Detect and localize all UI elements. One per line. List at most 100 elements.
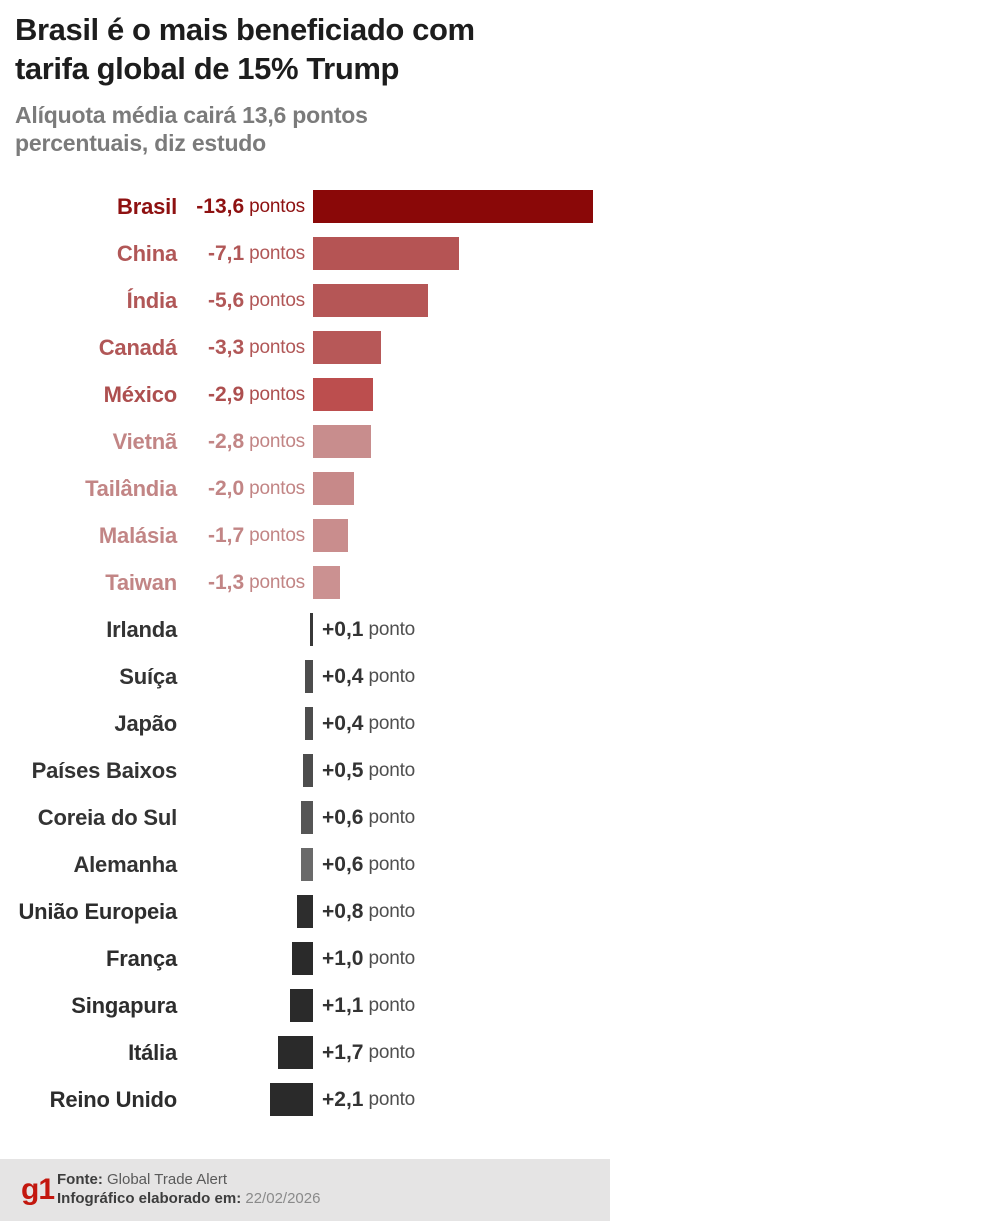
- value-number: +0,1: [322, 617, 364, 641]
- value-label-left: -13,6 pontos: [183, 183, 305, 230]
- bar: [313, 190, 593, 223]
- chart-row: Malásia -1,7 pontos: [0, 512, 1000, 559]
- value-unit: ponto: [368, 900, 416, 922]
- value-label-left: -1,7 pontos: [183, 512, 305, 559]
- value-unit: ponto: [368, 947, 416, 969]
- value-unit: pontos: [249, 242, 305, 264]
- value-label-right: +0,8 ponto: [322, 888, 415, 935]
- bar: [270, 1083, 313, 1116]
- bar: [297, 895, 313, 928]
- country-label: China: [116, 240, 177, 266]
- value-label-right: +0,6 ponto: [322, 841, 415, 888]
- value-number: +0,4: [322, 664, 364, 688]
- value-number: +2,1: [322, 1087, 364, 1111]
- chart-row: Taiwan -1,3 pontos: [0, 559, 1000, 606]
- value-label-right: +2,1 ponto: [322, 1076, 415, 1123]
- chart-row: Itália +1,7 ponto: [0, 1029, 1000, 1076]
- country-label: Japão: [114, 710, 177, 736]
- value-number: +0,6: [322, 852, 364, 876]
- bar: [305, 707, 313, 740]
- country-label: Canadá: [98, 334, 177, 360]
- chart-title-line1: Brasil é o mais beneficiado com: [15, 12, 475, 47]
- value-unit: pontos: [249, 383, 305, 405]
- country-label: Irlanda: [106, 616, 177, 642]
- bar: [313, 425, 371, 458]
- chart-row: Coreia do Sul +0,6 ponto: [0, 794, 1000, 841]
- bar: [292, 942, 313, 975]
- value-unit: ponto: [368, 806, 416, 828]
- country-label: Suíça: [119, 663, 177, 689]
- value-label-right: +1,1 ponto: [322, 982, 415, 1029]
- value-unit: ponto: [368, 1041, 416, 1063]
- chart-title: Brasil é o mais beneficiado com tarifa g…: [15, 10, 475, 88]
- bar: [303, 754, 313, 787]
- footer-text: Fonte: Global Trade Alert Infográfico el…: [57, 1170, 320, 1208]
- value-unit: ponto: [368, 712, 416, 734]
- value-label-right: +0,5 ponto: [322, 747, 415, 794]
- value-label-left: -2,8 pontos: [183, 418, 305, 465]
- country-label: Países Baixos: [31, 757, 178, 783]
- value-label-left: -7,1 pontos: [183, 230, 305, 277]
- bar: [278, 1036, 313, 1069]
- bar: [290, 989, 313, 1022]
- chart-row: Reino Unido +2,1 ponto: [0, 1076, 1000, 1123]
- value-label-right: +0,4 ponto: [322, 700, 415, 747]
- value-number: +0,8: [322, 899, 364, 923]
- value-unit: ponto: [368, 1088, 416, 1110]
- footer-date-value: 22/02/2026: [245, 1190, 321, 1207]
- chart-row: Brasil -13,6 pontos: [0, 183, 1000, 230]
- chart-row: União Europeia +0,8 ponto: [0, 888, 1000, 935]
- chart-row: China -7,1 pontos: [0, 230, 1000, 277]
- value-unit: ponto: [368, 618, 416, 640]
- country-label: México: [103, 381, 178, 407]
- country-label: Taiwan: [105, 569, 177, 595]
- bar: [313, 519, 348, 552]
- country-label: Itália: [128, 1039, 177, 1065]
- value-number: -1,7: [207, 523, 245, 547]
- country-label: Índia: [126, 287, 178, 313]
- footer-source-line: Fonte: Global Trade Alert: [57, 1170, 320, 1189]
- footer-source-value: Global Trade Alert: [107, 1171, 228, 1188]
- value-number: -1,3: [207, 570, 245, 594]
- value-label-left: -5,6 pontos: [183, 277, 305, 324]
- value-label-left: -2,9 pontos: [183, 371, 305, 418]
- chart-title-line2: tarifa global de 15% Trump: [15, 51, 400, 86]
- chart-subtitle-line2: percentuais, diz estudo: [15, 130, 267, 156]
- chart-subtitle: Alíquota média cairá 13,6 pontos percent…: [15, 101, 368, 157]
- country-label: Alemanha: [73, 851, 177, 877]
- value-unit: pontos: [249, 195, 305, 217]
- value-unit: pontos: [249, 336, 305, 358]
- value-unit: pontos: [249, 524, 305, 546]
- value-number: -13,6: [196, 194, 245, 218]
- value-label-left: -1,3 pontos: [183, 559, 305, 606]
- chart-row: Canadá -3,3 pontos: [0, 324, 1000, 371]
- g1-logo: g1: [21, 1173, 55, 1206]
- country-label: França: [106, 945, 177, 971]
- value-unit: pontos: [249, 571, 305, 593]
- value-label-right: +1,7 ponto: [322, 1029, 415, 1076]
- footer-band: g1 Fonte: Global Trade Alert Infográfico…: [0, 1159, 610, 1221]
- country-label: Brasil: [117, 193, 177, 219]
- chart-row: Japão +0,4 ponto: [0, 700, 1000, 747]
- country-label: Vietnã: [112, 428, 178, 454]
- bar: [313, 284, 428, 317]
- bar-chart: Brasil -13,6 pontos China -7,1 pontos Ín…: [0, 183, 1000, 1123]
- chart-row: Irlanda +0,1 ponto: [0, 606, 1000, 653]
- value-label-left: -3,3 pontos: [183, 324, 305, 371]
- chart-row: Suíça +0,4 ponto: [0, 653, 1000, 700]
- value-label-right: +0,4 ponto: [322, 653, 415, 700]
- footer-source-label: Fonte:: [57, 1171, 103, 1188]
- bar: [313, 378, 373, 411]
- value-label-right: +1,0 ponto: [322, 935, 415, 982]
- chart-row: México -2,9 pontos: [0, 371, 1000, 418]
- country-label: Malásia: [98, 522, 177, 548]
- bar: [313, 237, 459, 270]
- bar: [313, 472, 354, 505]
- chart-row: Singapura +1,1 ponto: [0, 982, 1000, 1029]
- value-number: -5,6: [207, 288, 245, 312]
- chart-row: Índia -5,6 pontos: [0, 277, 1000, 324]
- value-number: -2,9: [207, 382, 245, 406]
- value-unit: ponto: [368, 994, 416, 1016]
- value-number: +1,7: [322, 1040, 364, 1064]
